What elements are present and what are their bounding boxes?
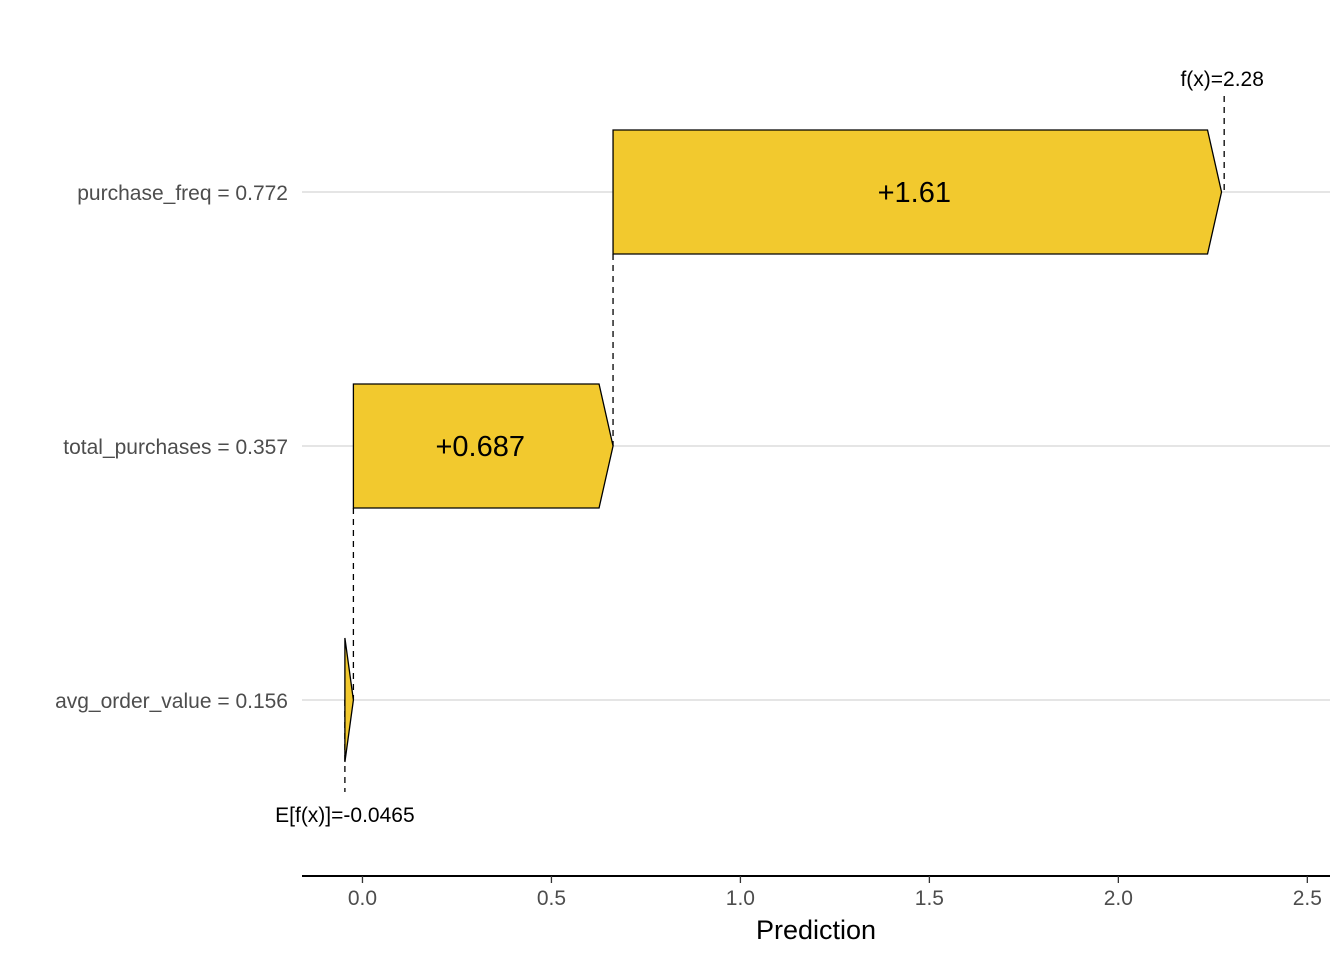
bar-value-label-1: +0.687 <box>435 431 525 463</box>
x-axis-title: Prediction <box>756 915 876 945</box>
bar-1 <box>352 383 614 509</box>
bars: +1.61 +0.687 <box>344 129 1223 763</box>
x-axis: 0.0 0.5 1.0 1.5 2.0 2.5 Prediction <box>302 875 1330 945</box>
prediction-label: f(x)=2.28 <box>1180 68 1263 91</box>
feature-labels: purchase_freq = 0.772 total_purchases = 0… <box>55 182 288 713</box>
x-tick-label-0: 0.0 <box>348 887 377 910</box>
bar-2 <box>344 637 355 763</box>
annotations: f(x)=2.28 E[f(x)]=-0.0465 <box>275 68 1264 827</box>
x-tick-label-4: 2.0 <box>1104 887 1133 910</box>
x-tick-label-1: 0.5 <box>537 887 566 910</box>
bar-0 <box>612 129 1223 255</box>
bar-value-label-0: +1.61 <box>878 177 951 209</box>
feature-label-0: purchase_freq = 0.772 <box>77 182 288 205</box>
x-tick-label-2: 1.0 <box>726 887 755 910</box>
base-value-label: E[f(x)]=-0.0465 <box>275 804 414 827</box>
feature-label-1: total_purchases = 0.357 <box>63 436 288 459</box>
feature-label-2: avg_order_value = 0.156 <box>55 690 288 713</box>
x-tick-label-3: 1.5 <box>915 887 944 910</box>
x-tick-label-5: 2.5 <box>1293 887 1322 910</box>
x-ticks: 0.0 0.5 1.0 1.5 2.0 2.5 <box>348 876 1322 910</box>
